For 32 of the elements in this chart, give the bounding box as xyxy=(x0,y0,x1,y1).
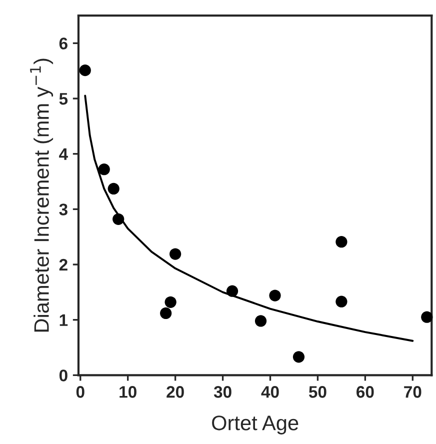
y-tick-label: 4 xyxy=(59,148,68,160)
x-tick-label: 60 xyxy=(356,386,374,398)
y-tick-label: 6 xyxy=(59,38,68,50)
point xyxy=(336,236,348,248)
y-tick-label: 5 xyxy=(59,93,68,105)
x-tick-label: 70 xyxy=(404,386,422,398)
y-tick-label: 1 xyxy=(60,314,68,326)
point xyxy=(170,248,182,260)
point xyxy=(336,296,348,308)
y-axis-title: Diameter Increment (mm y$^{−1}$) xyxy=(30,58,54,332)
point xyxy=(269,290,281,302)
point xyxy=(79,64,91,76)
y-tick-label: 2 xyxy=(59,258,68,271)
point xyxy=(254,315,267,327)
point xyxy=(160,307,172,320)
x-tick-label: 0 xyxy=(76,386,84,398)
point xyxy=(292,351,305,363)
x-axis-title: Ortet Age xyxy=(212,416,298,434)
point xyxy=(421,311,433,323)
x-tick-label: 30 xyxy=(214,386,232,398)
y-tick-label: 0 xyxy=(59,370,68,382)
x-tick-label: 50 xyxy=(308,386,326,398)
point xyxy=(98,164,110,176)
point xyxy=(226,285,238,297)
x-tick-label: 20 xyxy=(166,386,184,398)
x-tick-label: 40 xyxy=(261,386,279,398)
y-tick-label: 3 xyxy=(59,204,68,216)
line-series xyxy=(84,94,414,342)
point xyxy=(108,182,120,195)
x-tick-label: 10 xyxy=(120,386,136,398)
point xyxy=(112,213,124,225)
point xyxy=(164,296,176,308)
